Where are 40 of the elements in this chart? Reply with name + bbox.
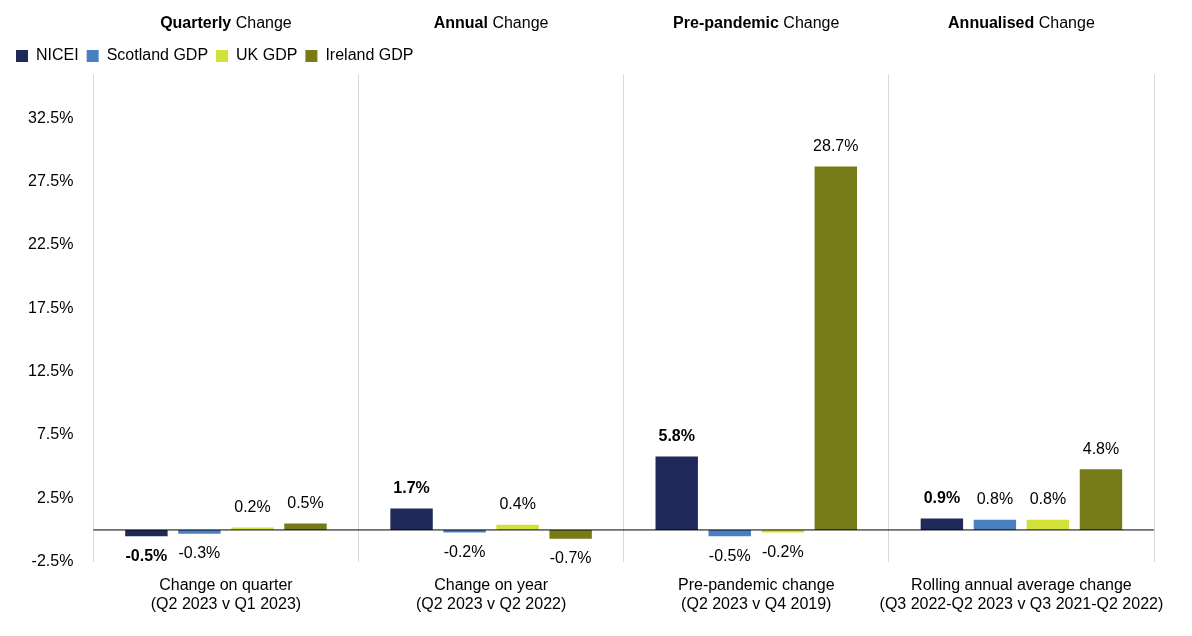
y-tick-label: 32.5% [27,108,74,126]
y-tick-label: 12.5% [27,362,74,380]
data-label: 4.8% [1082,439,1120,457]
text: Annual Change [433,14,549,32]
y-tick-label: 7.5% [36,425,74,443]
data-label: 0.2% [234,497,271,515]
data-label: 0.9% [923,488,961,506]
y-tick-label: 22.5% [27,235,74,253]
data-label: 0.8% [1029,490,1067,508]
legend-label: Ireland GDP [325,46,414,64]
data-label: 28.7% [813,136,859,154]
data-label: -0.3% [178,544,221,562]
legend-label: Scotland GDP [106,46,209,64]
legend-label: UK GDP [236,46,298,64]
data-label: -0.7% [549,549,592,567]
x-tick-label: Change on quarter (Q2 2023 v Q1 2023) [150,575,302,612]
data-label: -0.2% [443,542,486,560]
data-label: 0.4% [499,495,536,513]
data-label: -0.2% [761,542,804,560]
y-tick-label: 27.5% [27,172,74,190]
bar [655,456,698,530]
y-tick-label: -2.5% [31,552,74,570]
data-label: 0.5% [287,494,324,512]
bar [390,508,433,530]
text: Pre-pandemic Change [673,14,840,32]
y-tick-label: 17.5% [27,298,74,316]
legend-label: NICEI [36,46,79,64]
y-tick-label: 2.5% [36,488,74,506]
data-label: 0.8% [976,490,1014,508]
text: Annualised Change [948,14,1095,32]
x-tick-label: Rolling annual average change (Q3 2022-Q2 2023 v Q3 2021-Q2 2022) [879,575,1164,612]
bar [1079,469,1123,530]
data-label: -0.5% [708,546,751,564]
x-tick-label: Pre-pandemic change (Q2 2023 v Q4 2019) [677,575,835,612]
data-label: 1.7% [393,478,430,496]
x-tick-label: Change on year (Q2 2023 v Q2 2022) [415,575,567,612]
text: Quarterly Change [160,14,292,32]
data-label: 5.8% [658,426,695,444]
data-label: -0.5% [125,546,168,564]
bar [814,166,858,530]
